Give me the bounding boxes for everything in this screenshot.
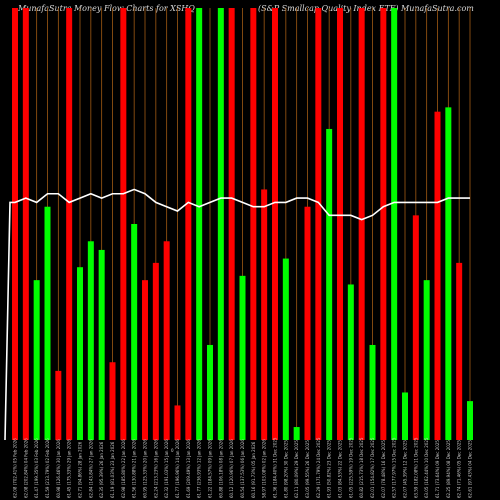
x-tick-label: 62.01 (154.82%) 17 Dec 2025 bbox=[370, 437, 375, 498]
money-flow-bar bbox=[196, 8, 203, 440]
money-flow-bar bbox=[120, 8, 127, 440]
money-flow-bar bbox=[326, 128, 333, 440]
axis-zero-label: 0 bbox=[171, 448, 174, 453]
money-flow-bar bbox=[369, 344, 376, 440]
x-tick-label: 62.07 (78.48%) 16 Dec 2025 bbox=[381, 440, 386, 498]
x-tick-label: 61.05 (225.59%) 19 Dec 2025 bbox=[348, 437, 353, 498]
chart-title-left: MunafaSutra Money Flow Charts for XSHQ bbox=[18, 4, 195, 13]
x-tick-label: 62.25 (89.94%) 08 Dec 2025 bbox=[446, 440, 451, 498]
x-tick-label: 61.69 (209.49%) 13 Jan 2026 bbox=[186, 439, 191, 498]
x-tick-label: 62.29 (171.79%) 24 Dec 2025 bbox=[316, 437, 321, 498]
x-tick-label: 60.98 (126.46%) 30 Jan 2026 bbox=[56, 439, 61, 498]
money-flow-bar bbox=[217, 8, 224, 440]
x-tick-label: 60.95 (125.33%) 20 Jan 2026 bbox=[143, 439, 148, 498]
money-flow-bar bbox=[412, 215, 419, 440]
money-flow-bar bbox=[152, 262, 159, 440]
chart-title-right: (S&P Smallcap Quality Index ETF) MunafaS… bbox=[258, 4, 474, 13]
money-flow-bar bbox=[282, 258, 289, 440]
money-flow-bar bbox=[22, 8, 29, 440]
x-tick-label: 60.16 (91.73%) 05 Jan 2026 bbox=[251, 441, 256, 498]
x-tick-label: 62.07 (45.39%) 12 Dec 2025 bbox=[403, 440, 408, 498]
money-flow-bar bbox=[87, 241, 94, 440]
money-flow-bar bbox=[304, 206, 311, 440]
money-flow-bar bbox=[185, 8, 192, 440]
money-flow-bar bbox=[142, 280, 148, 440]
x-tick-label: 62.11 (80.09%) 29 Dec 2025 bbox=[294, 440, 299, 498]
x-tick-label: 63.05 (99.55%) 26 Dec 2025 bbox=[305, 440, 310, 498]
x-tick-label: 61.19 (81.03%) 23 Jan 2026 bbox=[110, 441, 115, 498]
money-flow-bar bbox=[174, 405, 181, 440]
money-flow-bar bbox=[402, 392, 408, 440]
x-tick-label: 60.54 (137.53%) 06 Jan 2026 bbox=[240, 439, 245, 498]
money-flow-bar bbox=[33, 280, 40, 440]
x-tick-label: 62.35 (95.39%) 26 Jan 2026 bbox=[99, 441, 104, 498]
money-flow-bar bbox=[293, 427, 300, 440]
money-flow-bar bbox=[272, 8, 278, 440]
money-flow-bar bbox=[239, 275, 246, 440]
x-tick-label: 62.08 (702.41%) 05 Feb 2026 bbox=[13, 438, 18, 498]
money-flow-bar bbox=[434, 111, 441, 441]
money-flow-bar bbox=[467, 401, 473, 440]
x-tick-label: 63.05 (162.44%) 10 Dec 2025 bbox=[424, 437, 429, 498]
x-tick-label: 62.98 (185.80%) 22 Jan 2026 bbox=[121, 439, 126, 498]
x-tick-label: 61.71 (73.64%) 09 Dec 2025 bbox=[435, 440, 440, 498]
money-flow-bar bbox=[423, 280, 430, 440]
money-flow-bar bbox=[261, 189, 268, 440]
money-flow-bar bbox=[55, 370, 62, 440]
money-flow-bar bbox=[228, 8, 235, 440]
money-flow-bar bbox=[315, 8, 322, 440]
x-tick-label: 61.03 (84.53%) 22 Dec 2025 bbox=[338, 440, 343, 498]
x-tick-label: 61.47 (199.35%) 03 Feb 2026 bbox=[34, 438, 39, 498]
money-flow-bar bbox=[250, 8, 257, 440]
money-flow-bar bbox=[347, 284, 354, 440]
x-tick-label: 62.71 (94.86%) 28 Jan 2026 bbox=[78, 441, 83, 498]
x-tick-label: 62.08 (202.84%) 04 Feb 2026 bbox=[23, 438, 28, 498]
money-flow-bar bbox=[358, 8, 365, 440]
money-flow-bar bbox=[163, 241, 170, 440]
money-flow-bar bbox=[66, 8, 73, 440]
money-flow-bar bbox=[131, 224, 138, 440]
x-tick-label: 62.32 (191.03%) 15 Jan 2026 bbox=[164, 439, 169, 498]
x-tick-label: 60.88 (106.18%) 08 Jan 2026 bbox=[218, 439, 223, 498]
x-tick-label: 61.56 (130.88%) 21 Jan 2026 bbox=[132, 439, 137, 498]
money-flow-bar bbox=[109, 362, 116, 440]
x-tick-label: 62.74 (71.46%) 05 Dec 2025 bbox=[457, 440, 462, 498]
x-tick-label: 61.80 (98.20%) 30 Dec 2025 bbox=[283, 440, 288, 498]
x-tick-label: 63.59 (182.08%) 11 Dec 2025 bbox=[413, 437, 418, 498]
money-flow-bar bbox=[44, 206, 51, 440]
money-flow-bar bbox=[380, 8, 387, 440]
x-tick-label: 62.57 (177.97%) 15 Dec 2025 bbox=[392, 437, 397, 498]
x-tick-label: 62.24 (213.23%) 16 Jan 2026 bbox=[153, 439, 158, 498]
x-tick-label: 61.93 (50.82%) 23 Dec 2025 bbox=[327, 440, 332, 498]
money-flow-bar bbox=[456, 262, 463, 440]
money-flow-bar bbox=[77, 267, 83, 440]
x-tick-label: 60.82 (215.73%) 18 Dec 2025 bbox=[359, 437, 364, 498]
money-flow-line bbox=[4, 188, 470, 441]
x-tick-label: 62.84 (143.84%) 27 Jan 2026 bbox=[88, 439, 93, 498]
x-tick-label: 61.77 (196.96%) 14 Jan 2026 bbox=[175, 439, 180, 498]
x-tick-label: 61.22 (184.57%) 09 Jan 2026 bbox=[208, 439, 213, 498]
x-tick-label: 61.59 (213.79%) 02 Feb 2026 bbox=[45, 438, 50, 498]
money-flow-bar bbox=[337, 8, 343, 440]
money-flow-bar bbox=[12, 8, 18, 440]
x-tick-label: 61.45 (175.33%) 29 Jan 2026 bbox=[67, 439, 72, 498]
x-tick-label: 58.97 (103.08%) 02 Jan 2026 bbox=[262, 439, 267, 498]
x-tick-label: 62.61 (97.43%) 04 Dec 2025 bbox=[468, 440, 473, 498]
x-tick-label: 60.12 (120.96%) 07 Jan 2026 bbox=[229, 439, 234, 498]
money-flow-bar bbox=[98, 249, 105, 440]
money-flow-bar bbox=[391, 8, 398, 440]
money-flow-bar bbox=[445, 107, 452, 441]
x-tick-label: 61.77 (236.93%) 12 Jan 2026 bbox=[197, 439, 202, 498]
x-tick-label: 61.36 (184.40%) 31 Dec 2025 bbox=[273, 437, 278, 498]
money-flow-bar bbox=[207, 344, 213, 440]
